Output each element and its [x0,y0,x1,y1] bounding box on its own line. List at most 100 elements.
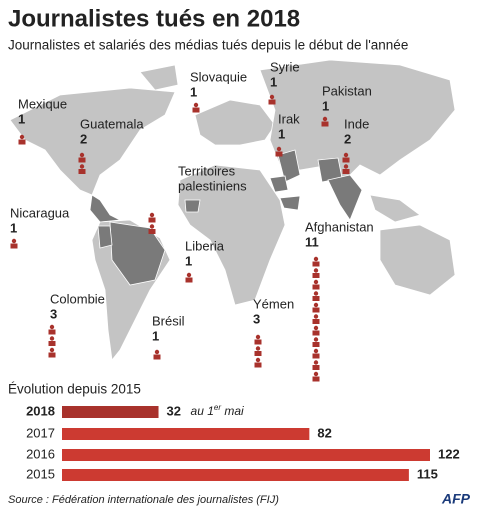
value-label: 32 [167,403,181,418]
world-map [9,59,456,361]
icon [343,152,349,158]
chart-title: Évolution depuis 2015 [8,382,141,397]
category-label: 2016 [26,446,55,461]
country-count: 1 [18,111,25,126]
icon [322,116,328,122]
icon [254,351,262,356]
country-name: Syrie [270,59,300,74]
icon [268,99,276,105]
country-name: Afghanistan [305,219,374,234]
country-count: 1 [10,220,17,235]
country-name: Yémen [253,296,294,311]
icon [11,238,17,244]
icon [149,224,155,229]
country-name: Irak [278,111,300,126]
icon [312,342,320,347]
icon [148,229,156,234]
category-label: 2018 [26,403,55,418]
country-name: Territoires [178,163,236,178]
source: Source : Fédération internationale des j… [8,494,279,506]
bar [62,449,430,461]
country-name: Colombie [50,291,105,306]
country-name: Slovaquie [190,69,247,84]
category-label: 2015 [26,466,55,481]
icon [312,330,320,336]
icon [312,296,320,301]
icon [313,348,319,354]
icon [312,319,320,324]
icon [343,164,349,169]
icon [312,353,320,359]
icon [312,365,320,370]
bar [62,469,409,481]
bar [62,406,159,418]
icon [49,336,55,341]
victim-icons [185,272,193,283]
category-label: 2017 [26,425,55,440]
country-count: 1 [185,253,192,268]
victim-icons [254,334,262,368]
icon [313,314,319,319]
victim-icons [10,238,18,249]
country-count: 3 [50,306,57,321]
victim-icons [18,134,26,145]
country-name: Brésil [152,313,185,328]
victim-icons [275,146,283,157]
icon [255,357,261,363]
icon [49,347,55,353]
country-count: 1 [270,74,277,89]
victim-icons [148,212,156,234]
victim-icons [48,324,56,358]
victim-icons [268,94,276,105]
country-count: 3 [253,311,260,326]
icon [148,217,156,223]
icon [312,273,320,278]
annotation: au 1er mai [191,403,244,418]
icon [313,360,319,365]
icon [48,329,56,335]
icon [312,376,320,382]
icon [313,302,319,308]
victim-icons [321,116,329,127]
victim-icons [342,152,350,174]
icon [193,102,199,108]
victim-icons [78,152,86,174]
country-name: Guatemala [80,116,144,131]
icon [48,352,56,358]
country-count: 2 [344,131,351,146]
icon [78,169,86,174]
bar [62,428,310,440]
icon [342,157,350,163]
victim-icons [312,256,320,382]
icon [313,291,319,296]
icon [79,152,85,158]
icon [149,212,155,218]
icon [154,349,160,355]
icon [313,325,319,331]
country-name: Liberia [185,238,225,253]
icon [79,164,85,169]
country-count: 2 [80,131,87,146]
icon [19,134,25,140]
icon [313,337,319,342]
icon [18,139,26,145]
victim-icons [153,349,161,360]
icon [254,362,262,368]
title: Journalistes tués en 2018 [8,5,300,32]
icon [312,307,320,313]
icon [313,256,319,262]
icon [313,371,319,377]
country-name: palestiniens [178,178,247,193]
country-name: Mexique [18,96,67,111]
icon [275,151,283,157]
icon [255,346,261,351]
icon [192,107,200,113]
country-count: 1 [322,98,329,113]
country-count: 1 [152,328,159,343]
icon [276,146,282,152]
value-label: 122 [438,446,460,461]
icon [321,121,329,127]
annotation-part: er [214,403,221,412]
country-name: Inde [344,116,369,131]
icon [49,324,55,330]
